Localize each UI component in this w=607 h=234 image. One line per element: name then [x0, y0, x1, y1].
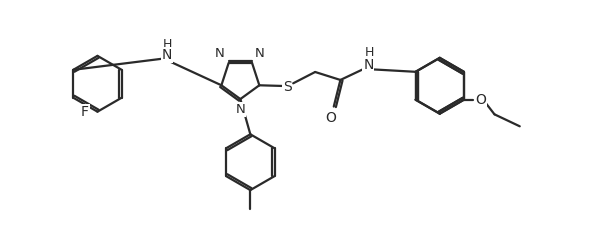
Text: S: S — [283, 80, 291, 94]
Text: O: O — [326, 110, 336, 124]
Text: N: N — [255, 47, 265, 60]
Text: N: N — [236, 103, 245, 116]
Text: H: H — [163, 38, 172, 51]
Text: O: O — [475, 93, 486, 107]
Text: N: N — [162, 48, 172, 62]
Text: N: N — [363, 58, 373, 72]
Text: F: F — [81, 105, 89, 119]
Text: H: H — [364, 46, 374, 59]
Text: N: N — [215, 47, 225, 60]
